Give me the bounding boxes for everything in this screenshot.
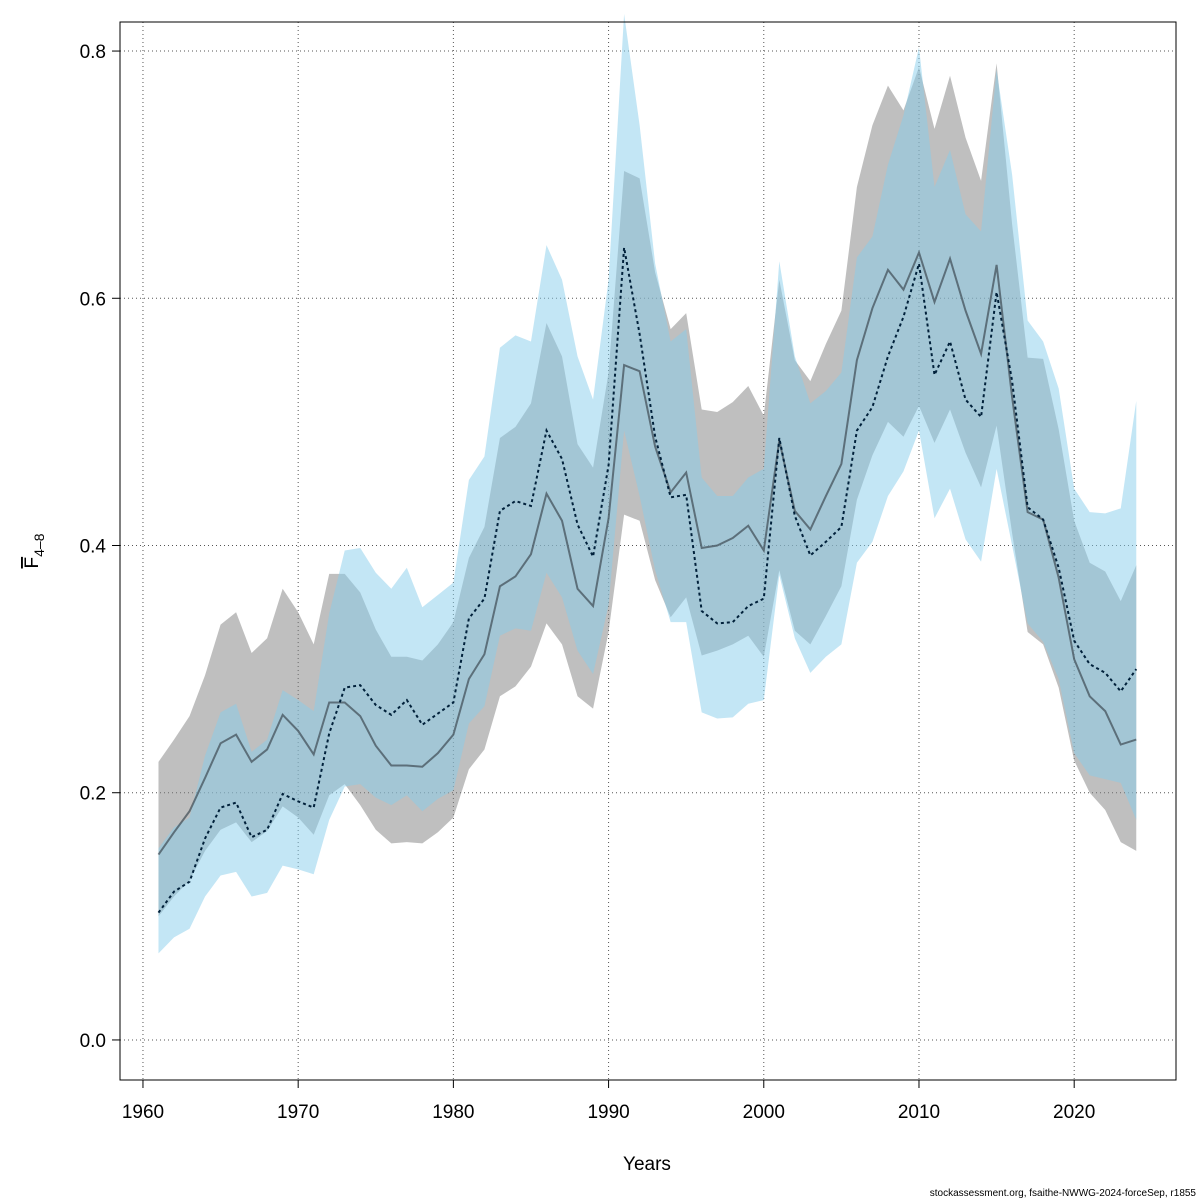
x-tick-label: 2000 bbox=[743, 1102, 785, 1123]
y-tick-label: 0.8 bbox=[80, 42, 106, 63]
y-tick-label: 0.4 bbox=[80, 536, 107, 557]
x-tick-label: 1960 bbox=[122, 1102, 164, 1123]
y-axis-label: F4–8 bbox=[22, 533, 47, 568]
x-tick-label: 2010 bbox=[898, 1102, 940, 1123]
y-tick-label: 0.0 bbox=[80, 1031, 106, 1052]
x-axis-label: Years bbox=[623, 1154, 671, 1175]
y-tick-label: 0.2 bbox=[80, 784, 106, 805]
x-tick-label: 1990 bbox=[587, 1102, 629, 1123]
x-tick-label: 2020 bbox=[1053, 1102, 1095, 1123]
x-tick-label: 1970 bbox=[277, 1102, 319, 1123]
plot-frame bbox=[119, 21, 1177, 1081]
series-line bbox=[157, 247, 1138, 914]
confidence-band bbox=[158, 13, 1137, 954]
footer: stockassessment.org, fsaithe-NWWG-2024-f… bbox=[930, 1188, 1197, 1199]
x-tick-label: 1980 bbox=[432, 1102, 474, 1123]
series-line bbox=[157, 249, 1137, 856]
y-tick-label: 0.6 bbox=[80, 289, 106, 310]
y-label-subscript: 4–8 bbox=[31, 533, 47, 557]
y-label-symbol: F bbox=[22, 557, 43, 569]
